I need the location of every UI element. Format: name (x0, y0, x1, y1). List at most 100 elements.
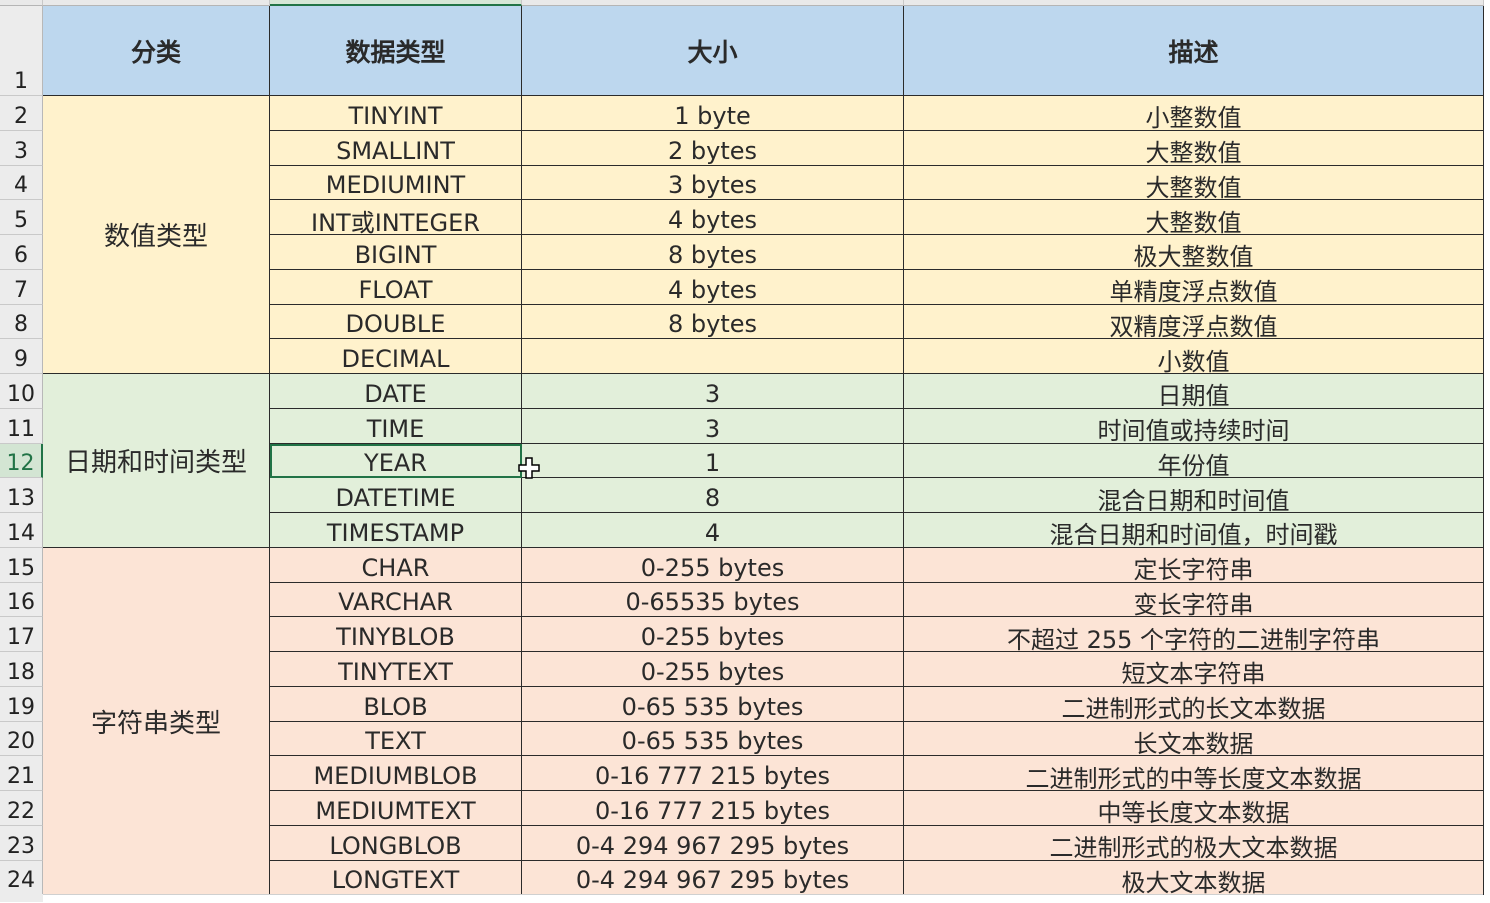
data-type-cell[interactable]: MEDIUMTEXT (270, 791, 522, 826)
row-header-14[interactable]: 14 (0, 513, 43, 548)
row-header-partial[interactable] (0, 894, 44, 902)
row-header-24[interactable]: 24 (0, 860, 43, 896)
row-header-23[interactable]: 23 (0, 825, 43, 861)
size-cell[interactable]: 1 (522, 443, 904, 479)
data-type-cell[interactable]: DATE (270, 374, 522, 409)
column-header-c[interactable] (522, 0, 904, 6)
data-type-cell[interactable]: SMALLINT (270, 130, 522, 166)
row-header-17[interactable]: 17 (0, 617, 43, 652)
size-cell[interactable]: 0-65 535 bytes (522, 721, 904, 757)
size-cell[interactable]: 0-255 bytes (522, 547, 904, 583)
data-type-cell[interactable]: YEAR (270, 443, 522, 479)
description-cell[interactable]: 大整数值 (904, 130, 1484, 166)
size-cell[interactable]: 3 (522, 374, 904, 409)
data-type-cell[interactable]: LONGBLOB (270, 825, 522, 861)
size-cell[interactable]: 3 bytes (522, 165, 904, 201)
description-cell[interactable]: 小整数值 (904, 96, 1484, 131)
data-type-cell[interactable]: DOUBLE (270, 304, 522, 340)
description-cell[interactable]: 二进制形式的极大文本数据 (904, 825, 1484, 861)
data-type-cell[interactable]: TINYTEXT (270, 652, 522, 687)
row-header-20[interactable]: 20 (0, 721, 43, 757)
data-type-cell[interactable]: CHAR (270, 547, 522, 583)
description-cell[interactable]: 二进制形式的中等长度文本数据 (904, 756, 1484, 791)
data-type-cell[interactable]: TIMESTAMP (270, 513, 522, 548)
data-type-cell[interactable]: BIGINT (270, 235, 522, 270)
data-type-cell[interactable]: DECIMAL (270, 339, 522, 374)
select-all-corner[interactable] (0, 0, 43, 6)
size-cell[interactable]: 4 bytes (522, 200, 904, 235)
column-header-d[interactable] (904, 0, 1484, 6)
size-cell[interactable]: 0-4 294 967 295 bytes (522, 860, 904, 896)
category-cell[interactable]: 日期和时间类型 (43, 374, 270, 548)
description-cell[interactable]: 双精度浮点数值 (904, 304, 1484, 340)
row-header-7[interactable]: 7 (0, 269, 43, 305)
description-cell[interactable]: 极大文本数据 (904, 860, 1484, 896)
row-header-10[interactable]: 10 (0, 374, 43, 409)
description-cell[interactable]: 大整数值 (904, 200, 1484, 235)
row-header-16[interactable]: 16 (0, 582, 43, 618)
size-cell[interactable]: 0-4 294 967 295 bytes (522, 825, 904, 861)
data-type-cell[interactable]: INT或INTEGER (270, 200, 522, 235)
size-cell[interactable]: 4 (522, 513, 904, 548)
data-type-cell[interactable]: MEDIUMBLOB (270, 756, 522, 791)
data-type-cell[interactable]: BLOB (270, 686, 522, 722)
row-header-21[interactable]: 21 (0, 756, 43, 791)
data-type-cell[interactable]: FLOAT (270, 269, 522, 305)
category-cell[interactable]: 数值类型 (43, 96, 270, 374)
data-type-cell[interactable]: TINYINT (270, 96, 522, 131)
size-cell[interactable]: 0-255 bytes (522, 617, 904, 652)
row-header-15[interactable]: 15 (0, 547, 43, 583)
row-header-11[interactable]: 11 (0, 408, 43, 444)
size-cell[interactable]: 4 bytes (522, 269, 904, 305)
row-header-6[interactable]: 6 (0, 235, 43, 270)
header-category[interactable]: 分类 (43, 6, 270, 96)
header-data-type[interactable]: 数据类型 (270, 6, 522, 96)
header-description[interactable]: 描述 (904, 6, 1484, 96)
size-cell[interactable]: 3 (522, 408, 904, 444)
data-type-cell[interactable]: MEDIUMINT (270, 165, 522, 201)
size-cell[interactable]: 8 bytes (522, 304, 904, 340)
row-header-22[interactable]: 22 (0, 791, 43, 826)
description-cell[interactable]: 大整数值 (904, 165, 1484, 201)
description-cell[interactable]: 小数值 (904, 339, 1484, 374)
row-header-3[interactable]: 3 (0, 130, 43, 166)
size-cell[interactable]: 0-16 777 215 bytes (522, 756, 904, 791)
size-cell[interactable]: 2 bytes (522, 130, 904, 166)
category-cell[interactable]: 字符串类型 (43, 547, 270, 896)
size-cell[interactable]: 0-16 777 215 bytes (522, 791, 904, 826)
description-cell[interactable]: 单精度浮点数值 (904, 269, 1484, 305)
row-header-5[interactable]: 5 (0, 200, 43, 235)
row-header-18[interactable]: 18 (0, 652, 43, 687)
row-header-2[interactable]: 2 (0, 96, 43, 131)
size-cell[interactable] (522, 339, 904, 374)
row-header-13[interactable]: 13 (0, 478, 43, 513)
size-cell[interactable]: 0-65535 bytes (522, 582, 904, 618)
description-cell[interactable]: 中等长度文本数据 (904, 791, 1484, 826)
data-type-cell[interactable]: DATETIME (270, 478, 522, 513)
column-header-b[interactable] (270, 0, 522, 6)
row-header-4[interactable]: 4 (0, 165, 43, 201)
row-header-1[interactable]: 1 (0, 6, 43, 96)
size-cell[interactable]: 1 byte (522, 96, 904, 131)
description-cell[interactable]: 极大整数值 (904, 235, 1484, 270)
size-cell[interactable]: 8 bytes (522, 235, 904, 270)
description-cell[interactable]: 混合日期和时间值，时间戳 (904, 513, 1484, 548)
size-cell[interactable]: 0-65 535 bytes (522, 686, 904, 722)
column-header-a[interactable] (43, 0, 270, 6)
size-cell[interactable]: 8 (522, 478, 904, 513)
description-cell[interactable]: 不超过 255 个字符的二进制字符串 (904, 617, 1484, 652)
description-cell[interactable]: 短文本字符串 (904, 652, 1484, 687)
row-header-8[interactable]: 8 (0, 304, 43, 340)
data-type-cell[interactable]: LONGTEXT (270, 860, 522, 896)
description-cell[interactable]: 年份值 (904, 443, 1484, 479)
description-cell[interactable]: 定长字符串 (904, 547, 1484, 583)
row-header-12[interactable]: 12 (0, 443, 43, 479)
row-header-9[interactable]: 9 (0, 339, 43, 374)
description-cell[interactable]: 长文本数据 (904, 721, 1484, 757)
description-cell[interactable]: 变长字符串 (904, 582, 1484, 618)
data-type-cell[interactable]: VARCHAR (270, 582, 522, 618)
description-cell[interactable]: 二进制形式的长文本数据 (904, 686, 1484, 722)
header-size[interactable]: 大小 (522, 6, 904, 96)
size-cell[interactable]: 0-255 bytes (522, 652, 904, 687)
description-cell[interactable]: 时间值或持续时间 (904, 408, 1484, 444)
